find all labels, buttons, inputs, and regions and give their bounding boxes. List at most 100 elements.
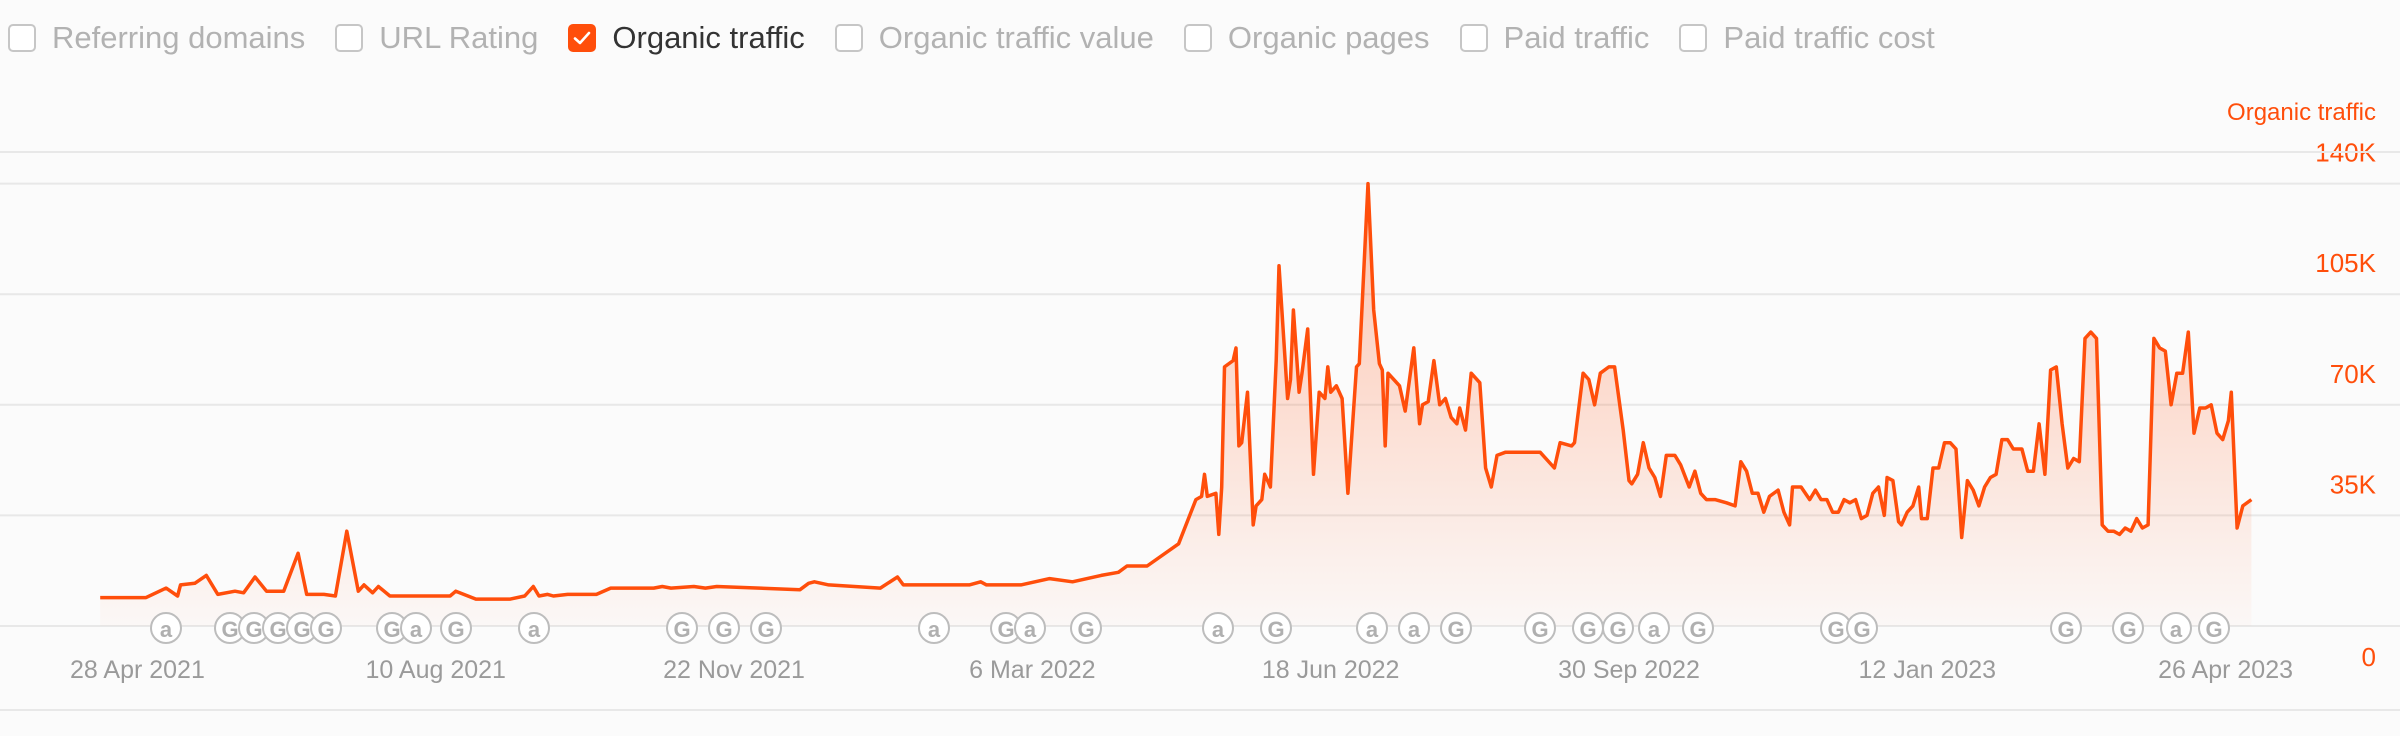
google-update-marker-icon[interactable]: G (1070, 612, 1102, 644)
svg-text:G: G (245, 617, 262, 642)
svg-text:a: a (160, 617, 173, 642)
svg-text:a: a (1366, 617, 1379, 642)
google-update-marker-icon[interactable]: G (262, 612, 294, 644)
svg-text:G: G (2205, 617, 2222, 642)
google-update-marker-icon[interactable]: G (440, 612, 472, 644)
legend-label: URL Rating (379, 20, 539, 55)
svg-text:G: G (1689, 617, 1706, 642)
google-update-marker-icon[interactable]: G (708, 612, 740, 644)
svg-text:G: G (1531, 617, 1548, 642)
checkbox-unchecked[interactable] (1459, 24, 1488, 52)
svg-text:G: G (1447, 617, 1464, 642)
svg-text:G: G (997, 617, 1014, 642)
svg-text:G: G (221, 617, 238, 642)
svg-text:G: G (1609, 617, 1626, 642)
x-tick-label: 18 Jun 2022 (1262, 656, 1400, 684)
svg-text:a: a (1212, 617, 1225, 642)
legend-label: Paid traffic cost (1723, 20, 1935, 55)
google-update-marker-icon[interactable]: G (2112, 612, 2144, 644)
legend-item-referring-domains[interactable]: Referring domains (8, 20, 305, 56)
svg-text:G: G (2057, 617, 2074, 642)
svg-text:a: a (410, 617, 423, 642)
y-tick-label: 0 (2362, 642, 2376, 672)
google-update-marker-icon[interactable]: G (238, 612, 270, 644)
y-tick-label: 70K (2330, 359, 2377, 389)
checkmark-icon (574, 31, 591, 45)
svg-text:G: G (1853, 617, 1870, 642)
svg-text:G: G (757, 617, 774, 642)
x-tick-label: 30 Sep 2022 (1558, 656, 1700, 684)
svg-text:G: G (1827, 617, 1844, 642)
svg-text:a: a (1408, 617, 1421, 642)
google-update-marker-icon[interactable]: G (376, 612, 408, 644)
svg-text:G: G (447, 617, 464, 642)
ahrefs-update-marker-icon[interactable]: a (518, 612, 550, 644)
legend-label: Organic pages (1227, 20, 1430, 55)
google-update-marker-icon[interactable]: G (1260, 612, 1292, 644)
google-update-marker-icon[interactable]: G (1440, 612, 1472, 644)
svg-text:G: G (383, 617, 400, 642)
svg-text:a: a (1024, 617, 1037, 642)
ahrefs-update-marker-icon[interactable]: a (400, 612, 432, 644)
ahrefs-update-marker-icon[interactable]: a (1398, 612, 1430, 644)
svg-text:a: a (928, 617, 941, 642)
ahrefs-update-marker-icon[interactable]: a (2160, 612, 2192, 644)
x-tick-label: 26 Apr 2023 (2158, 656, 2293, 684)
svg-text:G: G (1267, 617, 1284, 642)
google-update-marker-icon[interactable]: G (1846, 612, 1878, 644)
legend-item-paid-traffic[interactable]: Paid traffic (1459, 20, 1650, 56)
checkbox-checked[interactable] (568, 24, 597, 52)
series-line-organic-traffic[interactable] (100, 181, 2253, 601)
svg-text:a: a (2170, 617, 2183, 642)
svg-text:a: a (528, 617, 541, 642)
legend-item-organic-pages[interactable]: Organic pages (1183, 20, 1430, 56)
legend-item-url-rating[interactable]: URL Rating (335, 20, 538, 56)
legend-item-organic-traffic-value[interactable]: Organic traffic value (834, 20, 1154, 56)
google-update-marker-icon[interactable]: G (2198, 612, 2230, 644)
google-update-marker-icon[interactable]: G (750, 612, 782, 644)
x-tick-label: 22 Nov 2021 (663, 656, 805, 684)
ahrefs-update-marker-icon[interactable]: a (150, 612, 182, 644)
svg-text:G: G (269, 617, 286, 642)
svg-text:G: G (673, 617, 690, 642)
ahrefs-update-marker-icon[interactable]: a (1638, 612, 1670, 644)
legend-label: Organic traffic (612, 20, 805, 55)
metric-legend: Referring domains URL Rating Organic traff… (0, 0, 2400, 76)
google-update-marker-icon[interactable]: G (1572, 612, 1604, 644)
x-tick-label: 28 Apr 2021 (70, 656, 205, 684)
legend-item-organic-traffic[interactable]: Organic traffic (568, 20, 805, 56)
checkbox-unchecked[interactable] (335, 24, 364, 52)
series-area-organic-traffic (100, 183, 2252, 626)
google-update-marker-icon[interactable]: G (310, 612, 342, 644)
svg-text:a: a (1648, 617, 1661, 642)
y-tick-label: 105K (2315, 248, 2376, 278)
google-update-marker-icon[interactable]: G (666, 612, 698, 644)
y-axis-title: Organic traffic (2227, 99, 2376, 126)
google-update-marker-icon[interactable]: G (1602, 612, 1634, 644)
y-tick-label: 35K (2330, 469, 2377, 499)
ahrefs-update-marker-icon[interactable]: a (1014, 612, 1046, 644)
x-tick-label: 10 Aug 2021 (366, 656, 506, 684)
svg-text:G: G (293, 617, 310, 642)
svg-text:G: G (2119, 617, 2136, 642)
legend-item-paid-traffic-cost[interactable]: Paid traffic cost (1679, 20, 1935, 56)
google-update-marker-icon[interactable]: G (1682, 612, 1714, 644)
ahrefs-update-marker-icon[interactable]: a (1202, 612, 1234, 644)
x-tick-label: 12 Jan 2023 (1858, 656, 1996, 684)
checkbox-unchecked[interactable] (834, 24, 863, 52)
svg-text:G: G (1077, 617, 1094, 642)
ahrefs-update-marker-icon[interactable]: a (918, 612, 950, 644)
checkbox-unchecked[interactable] (8, 24, 36, 52)
legend-label: Paid traffic (1503, 20, 1650, 55)
ahrefs-update-marker-icon[interactable]: a (1356, 612, 1388, 644)
svg-text:G: G (317, 617, 334, 642)
google-update-marker-icon[interactable]: G (1524, 612, 1556, 644)
checkbox-unchecked[interactable] (1183, 24, 1212, 52)
legend-label: Referring domains (52, 20, 306, 55)
checkbox-unchecked[interactable] (1679, 24, 1708, 52)
svg-text:G: G (1579, 617, 1596, 642)
x-tick-label: 6 Mar 2022 (969, 656, 1095, 684)
svg-text:G: G (715, 617, 732, 642)
google-update-marker-icon[interactable]: G (2050, 612, 2082, 644)
